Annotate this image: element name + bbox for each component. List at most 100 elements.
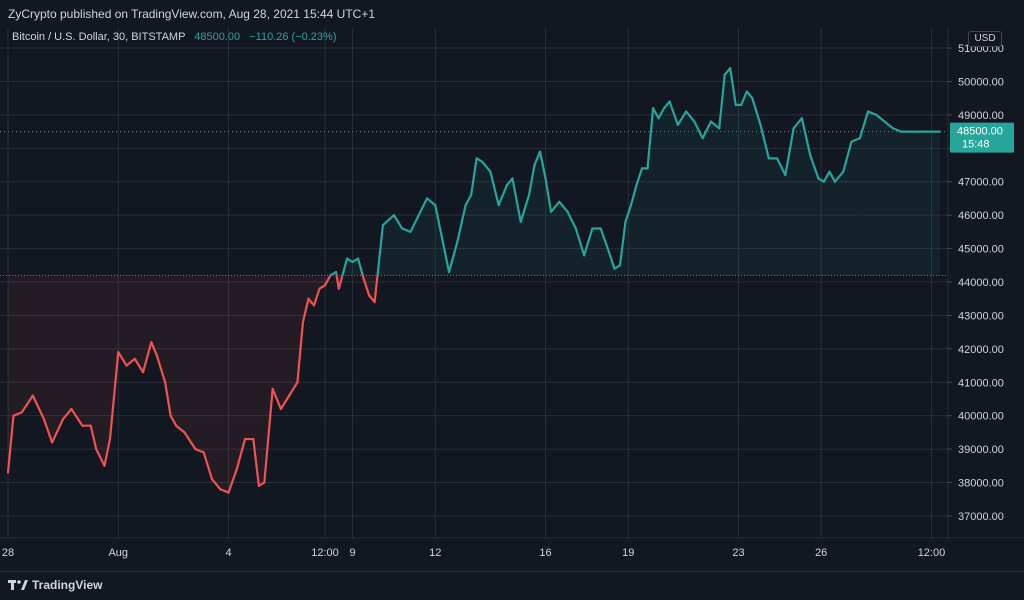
x-tick-label: 16 (539, 547, 551, 559)
area-fill-down (289, 275, 298, 396)
price-segment-up (850, 137, 861, 143)
price-segment-up (481, 160, 492, 173)
area-fill-down (184, 275, 196, 450)
bottom-bar: TradingView (0, 571, 1024, 600)
area-fill-down (211, 275, 221, 490)
area-fill-up (901, 131, 910, 276)
y-tick-label: 39000.00 (958, 444, 1004, 456)
price-segment-up (709, 120, 721, 130)
price-segment-up (800, 117, 812, 157)
area-fill-down (302, 275, 309, 323)
x-tick-label: 12:00 (918, 547, 946, 559)
price-segment-up (651, 107, 660, 120)
area-fill-up (418, 198, 428, 276)
price-segment-up (409, 214, 420, 233)
currency-button[interactable]: USD (968, 31, 1002, 47)
area-fill-up (710, 121, 720, 276)
last-price-label: 48500.00 (957, 126, 1003, 138)
price-segment-down (155, 354, 167, 384)
symbol-legend[interactable]: Bitcoin / U.S. Dollar, 30, BITSTAMP 4850… (12, 31, 336, 43)
area-fill-up (752, 98, 761, 276)
chart-area[interactable]: 51000.0050000.0049000.0048000.0047000.00… (0, 28, 1024, 571)
price-segment-up (574, 227, 586, 257)
y-tick-label: 47000.00 (958, 177, 1004, 189)
area-fill-up (427, 198, 436, 276)
price-segment-up (685, 110, 696, 123)
legend-price: 48500.00 (194, 31, 241, 43)
price-segment-up (533, 150, 542, 167)
area-fill-up (925, 131, 935, 276)
price-segment-down (20, 394, 34, 414)
price-segment-down (362, 277, 371, 297)
grid-lines (0, 28, 1024, 571)
area-fill-up (876, 114, 885, 276)
price-segment-down (125, 357, 136, 367)
area-fill-down (126, 275, 135, 366)
area-fill-up (724, 68, 731, 276)
price-segment-up (701, 120, 713, 140)
price-segment-up (447, 240, 459, 274)
area-fill-up (592, 228, 601, 276)
area-fill-up (746, 91, 753, 276)
price-segment-up (381, 214, 396, 227)
price-segment-up (470, 157, 478, 197)
price-segment-up (858, 110, 870, 140)
area-fill-up (506, 178, 513, 276)
price-segment-down (31, 394, 45, 421)
price-segment-down (271, 387, 283, 411)
tradingview-logo[interactable]: TradingView (8, 578, 102, 592)
price-segment-down (6, 414, 15, 474)
area-fill-up (382, 215, 394, 276)
price-segment-down (62, 407, 73, 421)
price-segment-up (740, 90, 748, 106)
price-segment-up (607, 250, 616, 270)
x-tick-label: 23 (732, 547, 744, 559)
price-segment-up (511, 177, 522, 223)
area-fill-up (625, 205, 631, 276)
plot-background (0, 28, 1024, 571)
price-segment-up (833, 170, 845, 183)
area-fill-up (741, 91, 747, 276)
y-tick-label: 43000.00 (958, 310, 1004, 322)
y-tick-label: 42000.00 (958, 344, 1004, 356)
price-segment-up (599, 227, 611, 254)
area-fill-up (843, 141, 852, 276)
price-segment-up (341, 257, 349, 277)
price-segment-down (70, 407, 84, 427)
area-fill-down (21, 275, 33, 413)
area-fill-down (308, 275, 314, 306)
area-fill-up (810, 155, 819, 276)
price-segment-up (676, 110, 688, 127)
area-fill-up (482, 161, 491, 276)
price-segment-up (875, 113, 886, 123)
price-segment-down (89, 424, 98, 451)
area-fill-up (630, 185, 637, 276)
x-tick-label: 4 (225, 547, 231, 559)
area-fill-up (347, 258, 353, 276)
tradingview-logo-icon (8, 579, 28, 591)
published-info: ZyCrypto published on TradingView.com, A… (8, 7, 376, 21)
price-segment-up (489, 170, 500, 207)
area-fill-up (793, 118, 802, 276)
price-segment-down (150, 341, 158, 357)
area-fill-down (134, 275, 144, 373)
area-fill-up (512, 178, 521, 276)
area-fill-down (176, 275, 185, 433)
y-tick-label: 38000.00 (958, 478, 1004, 490)
x-axis[interactable]: 28 Aug 4 12:00 9 12 16 19 23 26 12:00 (0, 537, 1024, 559)
price-chart[interactable]: 51000.0050000.0049000.0048000.0047000.00… (0, 28, 1024, 571)
area-fill-up (760, 124, 769, 276)
price-segment-up (401, 227, 412, 233)
price-line (6, 67, 941, 494)
area-fill-down (151, 275, 157, 356)
area-fill-up (934, 131, 940, 276)
price-segment-up (751, 97, 762, 127)
price-segment-up (376, 224, 384, 277)
price-segment-down (133, 357, 145, 374)
price-segment-up (646, 107, 655, 170)
price-segment-down (108, 351, 120, 441)
y-tick-label: 50000.00 (958, 76, 1004, 88)
area-fill-down (104, 275, 110, 466)
area-fill-down (96, 275, 105, 466)
area-fill-down (258, 275, 265, 486)
